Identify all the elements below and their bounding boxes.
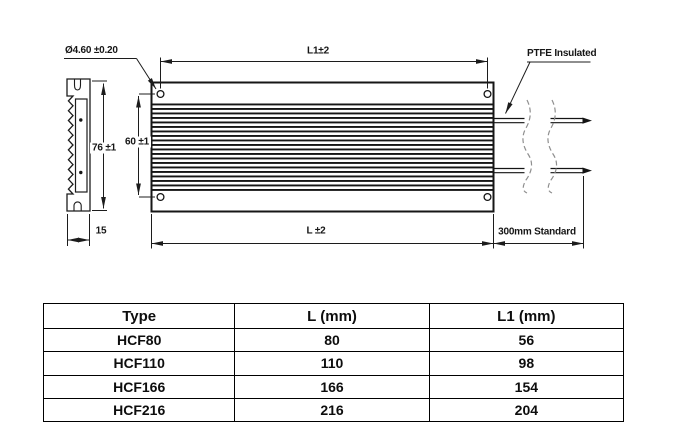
- end-view-outline: [66, 78, 91, 212]
- cell-type: HCF216: [42, 397, 236, 423]
- wire-tip: [582, 167, 592, 174]
- ptfe-leader-arrow: [505, 61, 531, 114]
- cell-l1: 56: [428, 327, 625, 353]
- width-15-label: 15: [95, 225, 107, 237]
- table-row: HCF80 80 56: [42, 327, 625, 353]
- end-view: [66, 78, 91, 212]
- col-header-type: Type: [42, 303, 236, 329]
- lead-length-label: 300mm Standard: [498, 226, 576, 238]
- l-dimension-label: L ±2: [306, 225, 326, 237]
- table-header-row: Type L (mm) L1 (mm): [42, 303, 625, 329]
- heatsink-fins: [152, 103, 493, 191]
- wire-tip: [582, 117, 592, 124]
- cell-l1: 204: [428, 397, 625, 423]
- hole-dia-leader-arrow: [136, 58, 157, 90]
- lead-wire-bottom: [493, 167, 592, 174]
- l1-dimension-label: L1±2: [307, 45, 329, 57]
- col-header-l1: L1 (mm): [428, 303, 625, 329]
- lead-wires: [493, 99, 592, 194]
- cell-l: 80: [234, 327, 430, 353]
- end-view-top-slot: [73, 79, 82, 91]
- height-76-label: 76 ±1: [90, 142, 118, 154]
- cell-l: 110: [234, 351, 430, 376]
- mounting-hole: [156, 89, 165, 99]
- cell-l1: 154: [428, 374, 625, 399]
- ptfe-insulated-label: PTFE Insulated: [527, 48, 597, 59]
- cell-l1: 98: [428, 351, 625, 376]
- mounting-holes: [156, 89, 492, 202]
- resistor-body: [150, 81, 495, 213]
- height-60-label: 60 ±1: [123, 136, 151, 148]
- mounting-hole: [156, 192, 165, 202]
- cell-type: HCF110: [42, 351, 236, 376]
- technical-drawing: Ø4.60 ±0.20 L1±2 PTFE Insulated 76 ±1 60…: [64, 45, 597, 249]
- cell-type: HCF80: [42, 327, 236, 353]
- break-lines: [522, 99, 558, 194]
- mounting-hole: [483, 192, 492, 202]
- end-view-bottom-slot: [73, 201, 82, 211]
- table-row: HCF216 216 204: [42, 397, 625, 423]
- cell-l: 216: [234, 397, 430, 423]
- end-view-hole: [79, 170, 83, 175]
- end-view-channel: [74, 98, 88, 193]
- table-row: HCF110 110 98: [42, 351, 625, 376]
- table-row: HCF166 166 154: [42, 374, 625, 399]
- cell-l: 166: [234, 374, 430, 399]
- col-header-l: L (mm): [234, 303, 430, 329]
- end-view-hole: [79, 118, 83, 122]
- drawing-canvas: [64, 57, 592, 249]
- hole-diameter-label: Ø4.60 ±0.20: [65, 45, 118, 56]
- mounting-hole: [483, 89, 492, 99]
- dimensions-table: Type L (mm) L1 (mm) HCF80 80 56 HCF110 1…: [42, 303, 625, 423]
- cell-type: HCF166: [42, 374, 236, 399]
- lead-wire-top: [493, 117, 592, 124]
